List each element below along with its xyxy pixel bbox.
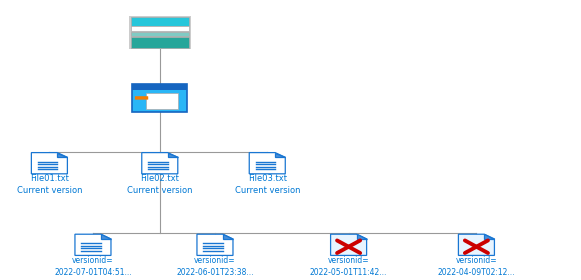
FancyBboxPatch shape bbox=[132, 84, 187, 112]
Polygon shape bbox=[275, 153, 285, 157]
FancyBboxPatch shape bbox=[131, 17, 189, 26]
Polygon shape bbox=[249, 153, 285, 174]
FancyBboxPatch shape bbox=[131, 26, 189, 31]
Text: versionid=
2022-04-09T02:12...: versionid= 2022-04-09T02:12... bbox=[437, 256, 515, 277]
Polygon shape bbox=[168, 153, 178, 157]
Polygon shape bbox=[142, 153, 178, 174]
Polygon shape bbox=[58, 153, 67, 157]
Text: versionid=
2022-07-01T04:51...: versionid= 2022-07-01T04:51... bbox=[54, 256, 132, 277]
Polygon shape bbox=[31, 153, 67, 174]
Text: File01.txt
Current version: File01.txt Current version bbox=[17, 174, 82, 195]
Polygon shape bbox=[485, 234, 494, 239]
Polygon shape bbox=[331, 234, 367, 255]
Polygon shape bbox=[75, 234, 111, 255]
FancyBboxPatch shape bbox=[131, 37, 189, 48]
FancyBboxPatch shape bbox=[146, 93, 178, 109]
Text: versionid=
2022-05-01T11:42...: versionid= 2022-05-01T11:42... bbox=[310, 256, 388, 277]
Polygon shape bbox=[357, 234, 367, 239]
Polygon shape bbox=[223, 234, 233, 239]
FancyBboxPatch shape bbox=[129, 16, 191, 49]
Text: File03.txt
Current version: File03.txt Current version bbox=[235, 174, 300, 195]
FancyBboxPatch shape bbox=[131, 32, 189, 36]
Text: File02.txt
Current version: File02.txt Current version bbox=[127, 174, 192, 195]
Text: versionid=
2022-06-01T23:38...: versionid= 2022-06-01T23:38... bbox=[176, 256, 254, 277]
FancyBboxPatch shape bbox=[132, 84, 187, 90]
Polygon shape bbox=[197, 234, 233, 255]
FancyBboxPatch shape bbox=[135, 96, 148, 100]
Polygon shape bbox=[101, 234, 111, 239]
Polygon shape bbox=[458, 234, 494, 255]
